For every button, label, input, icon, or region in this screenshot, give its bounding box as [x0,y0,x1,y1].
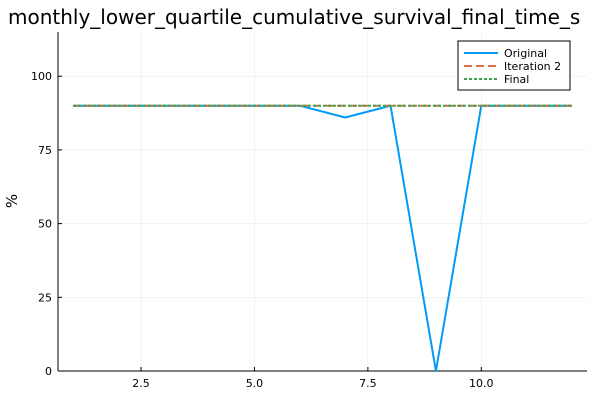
x-tick-label: 2.5 [132,377,150,390]
axes [57,32,587,372]
series-lines [72,104,573,372]
chart-title: monthly_lower_quartile_cumulative_surviv… [8,5,580,29]
y-tick-label: 25 [38,291,52,304]
y-tick-label: 50 [38,218,52,231]
legend-entry: Iteration 2 [504,60,561,73]
y-tick-label: 0 [45,365,52,378]
tick-labels: 2.5 5.0 7.5 10.0 0 25 50 75 100 [31,70,494,390]
x-tick-label: 5.0 [246,377,264,390]
legend-entry: Original [504,47,547,60]
y-axis-label: % [3,194,21,208]
y-tick-label: 75 [38,144,52,157]
x-tick-label: 7.5 [359,377,377,390]
legend-entry: Final [504,73,529,86]
x-tick-label: 10.0 [469,377,494,390]
y-tick-label: 100 [31,70,52,83]
